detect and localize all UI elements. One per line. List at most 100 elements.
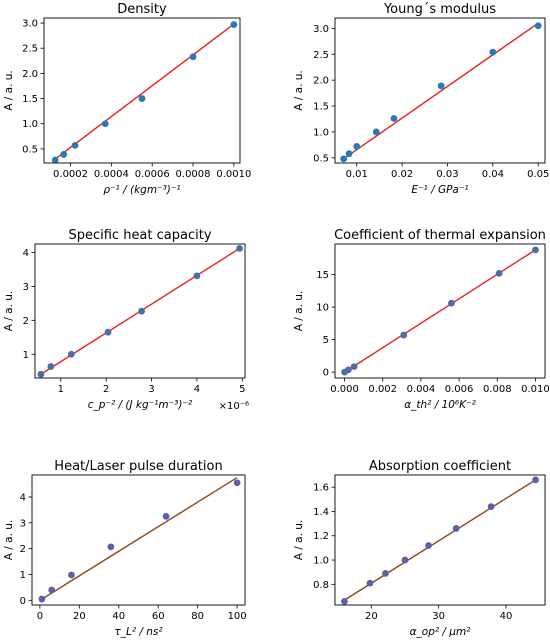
y-tick-label: 2.5: [313, 50, 329, 61]
data-point: [425, 542, 432, 549]
axes-frame: [43, 17, 241, 164]
x-tick-label: 60: [152, 611, 165, 622]
x-tick-label: 30: [432, 611, 445, 622]
x-tick-label: 0.004: [407, 384, 436, 395]
data-point: [68, 571, 75, 579]
x-tick-label: 0.0008: [176, 169, 211, 180]
data-point: [107, 543, 115, 551]
data-point: [51, 156, 59, 164]
x-tick-label: 1: [58, 384, 64, 395]
data-point: [341, 597, 348, 605]
x-tick-label: 0.0002: [53, 169, 88, 180]
data-point: [48, 586, 56, 594]
y-tick-label: 0.5: [22, 144, 38, 155]
fit-line: [344, 249, 536, 373]
x-offset-label: ×10⁻⁶: [219, 401, 249, 412]
data-point: [230, 21, 238, 28]
x-tick-label: 0.03: [436, 169, 458, 180]
subplot-2: Young´s modulus 0.01 0.02 0.03 0.04 0.05 0.5 1.…: [293, 2, 549, 196]
x-tick-label: 40: [112, 611, 125, 622]
y-tick-label: 10: [316, 303, 329, 314]
x-axis-label: α_th² / 10⁶K⁻²: [404, 399, 476, 411]
data-point: [138, 307, 145, 315]
x-tick-label: 4: [194, 384, 200, 395]
y-axis-label: A / a. u.: [293, 70, 305, 111]
subplot-5: Heat/Laser pulse duration 0 20 40 60 80 100 0 1 2…: [3, 459, 247, 638]
y-tick-label: 1: [23, 350, 29, 361]
x-tick-label: 0.008: [483, 384, 512, 395]
x-axis-label: α_op² / μm²: [410, 626, 472, 638]
x-tick-label: 0: [37, 611, 43, 622]
y-tick-label: 1: [20, 570, 26, 581]
data-point: [495, 269, 503, 277]
y-tick-label: 1.5: [22, 94, 38, 105]
y-tick-label: 15: [316, 270, 329, 281]
axes-frame: [334, 474, 546, 606]
y-tick-label: 2.0: [313, 76, 329, 87]
data-point: [233, 479, 241, 487]
data-point: [236, 245, 243, 252]
data-point: [47, 363, 55, 370]
x-tick-label: 40: [500, 611, 513, 622]
data-point: [487, 503, 495, 510]
y-axis-label: A / a. u.: [3, 520, 15, 561]
data-point: [532, 476, 539, 484]
y-tick-label: 5: [323, 335, 329, 346]
data-point: [382, 570, 389, 577]
data-point: [60, 151, 68, 158]
y-tick-label: 2: [20, 544, 26, 555]
data-point: [400, 331, 408, 339]
data-point: [71, 141, 79, 149]
subplot-1: Density 0.0002 0.0004 0.0006 0.0008 0.0010 0.5…: [3, 2, 251, 196]
data-point: [350, 363, 358, 371]
data-point: [448, 299, 455, 307]
x-tick-label: 0.002: [368, 384, 397, 395]
data-point: [489, 48, 497, 56]
y-tick-label: 1.6: [313, 483, 329, 494]
y-tick-label: 1.5: [313, 102, 329, 113]
x-tick-label: 5: [239, 384, 245, 395]
x-tick-label: 20: [73, 611, 86, 622]
y-tick-label: 2.5: [22, 44, 38, 55]
y-tick-label: 2: [23, 316, 29, 327]
data-point: [67, 350, 75, 358]
y-tick-label: 0.5: [313, 153, 329, 164]
y-axis-label: A / a. u.: [293, 291, 305, 332]
y-axis-label: A / a. u.: [293, 520, 305, 561]
y-axis-label: A / a. u.: [3, 291, 15, 332]
y-tick-label: 1.0: [313, 127, 329, 138]
data-point: [193, 272, 201, 280]
data-point: [437, 82, 445, 90]
data-point: [534, 22, 542, 30]
x-tick-label: 0.04: [482, 169, 504, 180]
data-point: [401, 556, 409, 564]
x-tick-label: 80: [191, 611, 204, 622]
x-tick-label: 3: [148, 384, 154, 395]
chart-title: Heat/Laser pulse duration: [54, 459, 222, 474]
y-tick-label: 3.0: [313, 24, 329, 35]
y-tick-label: 4: [23, 248, 29, 259]
axes-frame: [31, 474, 246, 606]
x-axis-label: τ_L² / ns²: [114, 626, 163, 638]
x-tick-label: 20: [365, 611, 378, 622]
subplot-6: Absorption coefficient 20 30 40 0.8 1.0 1.2 1.4…: [293, 459, 546, 638]
x-tick-label: 0.000: [330, 384, 359, 395]
y-tick-label: 0: [323, 368, 329, 379]
x-axis-label: ρ⁻¹ / (kgm⁻³)⁻¹: [103, 184, 180, 196]
data-point: [366, 579, 374, 587]
y-tick-label: 3.0: [22, 19, 38, 30]
fit-line: [39, 476, 238, 601]
data-point: [189, 53, 197, 61]
y-tick-label: 3: [23, 282, 29, 293]
data-point: [38, 595, 46, 603]
y-tick-label: 0: [20, 596, 26, 607]
y-tick-label: 2.0: [22, 69, 38, 80]
y-tick-label: 1.0: [22, 119, 38, 130]
x-tick-label: 0.02: [391, 169, 413, 180]
data-point: [138, 95, 146, 102]
chart-title: Density: [117, 2, 167, 17]
x-tick-label: 0.0006: [135, 169, 170, 180]
data-point: [101, 120, 109, 128]
